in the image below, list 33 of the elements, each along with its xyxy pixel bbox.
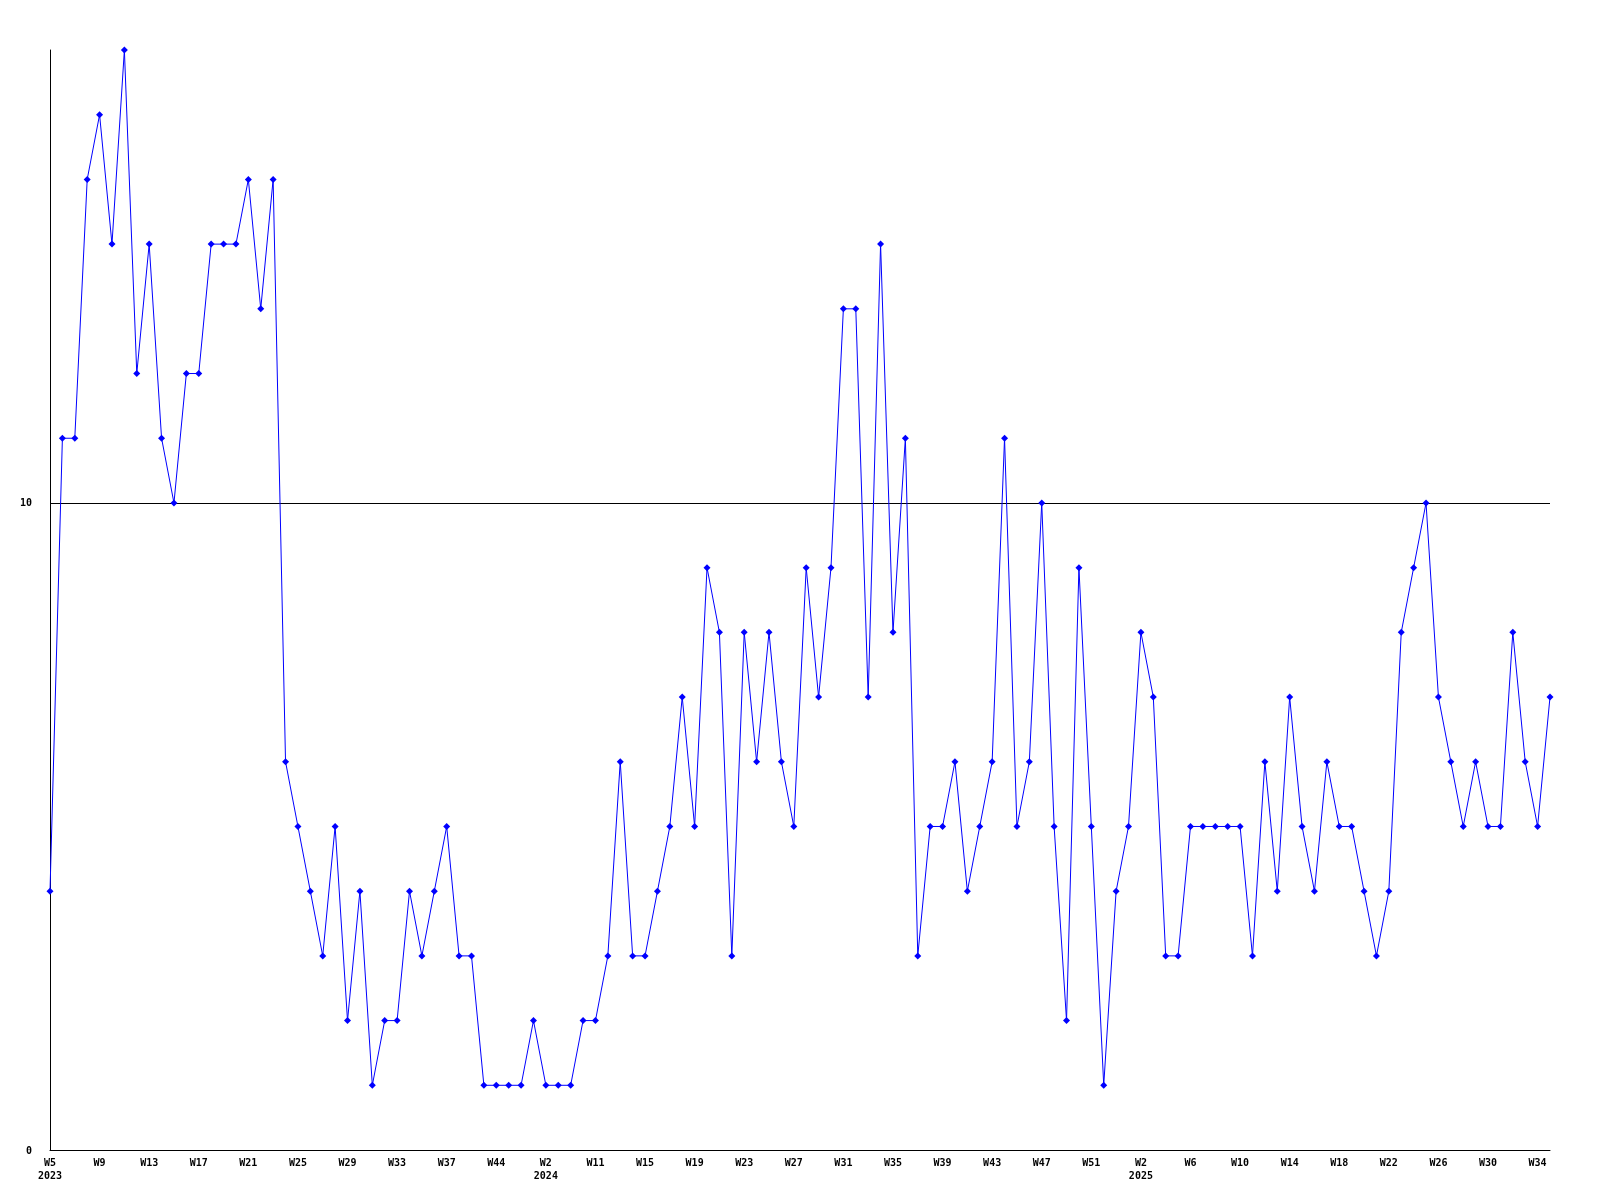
x-tick-label: W47 [1032,1157,1051,1168]
x-tick-label: W37 [437,1157,456,1168]
x-tick-label: W13 [140,1157,159,1168]
x-tick-label: W10 [1231,1157,1250,1168]
x-tick-label: W2 2025 [1128,1157,1153,1181]
x-tick-label: W22 [1379,1157,1398,1168]
x-tick-label: W2 2024 [533,1157,558,1181]
x-tick-label: W43 [983,1157,1002,1168]
x-tick-label: W30 [1478,1157,1498,1168]
x-tick-label: W26 [1429,1157,1448,1168]
x-tick-label: W31 [834,1157,853,1168]
x-tick-label: W35 [883,1157,903,1168]
x-tick-label: W6 [1184,1157,1197,1168]
x-tick-label: W11 [586,1157,605,1168]
x-tick-label: W23 [735,1157,754,1168]
x-tick-label: W19 [685,1157,704,1168]
x-tick-label: W44 [487,1157,506,1168]
x-tick-label: W18 [1330,1157,1349,1168]
x-tick-label: W39 [933,1157,952,1168]
x-tick-label: W29 [338,1157,357,1168]
y-tick-label: 10 [19,497,32,509]
x-tick-label: W34 [1528,1157,1547,1168]
x-tick-label: W9 [93,1157,106,1168]
x-tick-label: W15 [636,1157,655,1168]
x-tick-label: W51 [1082,1157,1101,1168]
x-tick-label: W5 2023 [37,1157,63,1181]
x-tick-label: W33 [388,1157,407,1168]
x-tick-label: W14 [1280,1157,1299,1168]
x-tick-label: W17 [189,1157,208,1168]
x-tick-label: W25 [288,1157,307,1168]
x-tick-label: W21 [239,1157,258,1168]
y-tick-label: 0 [25,1144,32,1156]
x-tick-label: W27 [784,1157,803,1168]
